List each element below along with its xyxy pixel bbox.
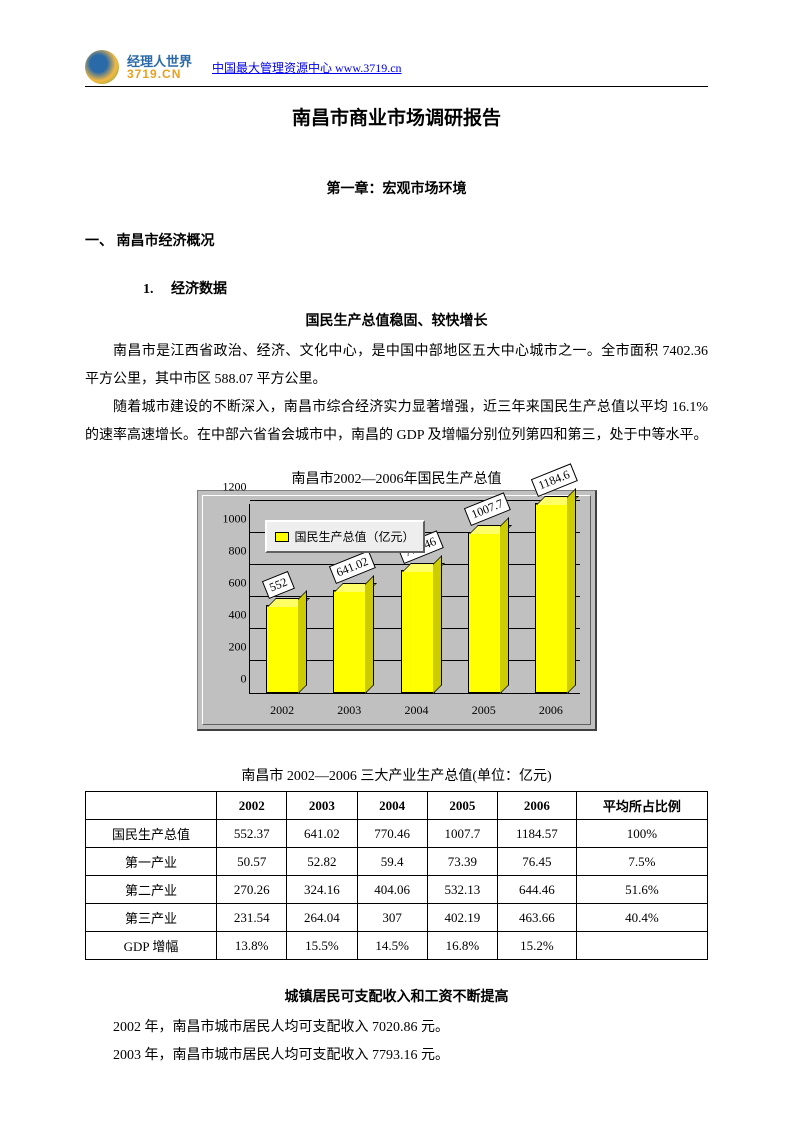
section-num: 一、: [85, 234, 113, 249]
table-cell: 7.5%: [576, 848, 707, 876]
table-cell: 641.02: [287, 820, 357, 848]
table-cell: 307: [357, 904, 427, 932]
table-cell: 770.46: [357, 820, 427, 848]
document-title: 南昌市商业市场调研报告: [85, 103, 708, 130]
table-cell: 15.5%: [287, 932, 357, 960]
table-cell: 532.13: [427, 876, 497, 904]
table-cell: 270.26: [217, 876, 287, 904]
table-cell: 51.6%: [576, 876, 707, 904]
bar: [266, 605, 300, 693]
table-cell: 324.16: [287, 876, 357, 904]
y-tick-label: 1200: [223, 480, 247, 495]
gridline: [250, 500, 580, 501]
table-cell: 1007.7: [427, 820, 497, 848]
x-tick-label: 2006: [539, 703, 563, 718]
bar: [535, 503, 569, 693]
x-tick-label: 2003: [337, 703, 361, 718]
table-cell: 15.2%: [497, 932, 576, 960]
chapter-title: 第一章：宏观市场环境: [85, 178, 708, 198]
table-cell: 第一产业: [86, 848, 217, 876]
table-row: 第一产业50.5752.8259.473.3976.457.5%: [86, 848, 708, 876]
table-row: 第三产业231.54264.04307402.19463.6640.4%: [86, 904, 708, 932]
table-cell: 59.4: [357, 848, 427, 876]
table-cell: 231.54: [217, 904, 287, 932]
chart-plot: 国民生产总值（亿元） 552641.02770.461007.71184.6 0…: [202, 495, 591, 725]
bar: [401, 570, 435, 693]
subsection-title: 经济数据: [171, 282, 227, 297]
x-tick-label: 2002: [270, 703, 294, 718]
section-title: 南昌市经济概况: [117, 234, 215, 249]
table-cell: 14.5%: [357, 932, 427, 960]
y-tick-label: 800: [229, 544, 247, 559]
table-cell: 463.66: [497, 904, 576, 932]
table-cell: 76.45: [497, 848, 576, 876]
table-cell: 第二产业: [86, 876, 217, 904]
table-cell: 52.82: [287, 848, 357, 876]
table-cell: GDP 增幅: [86, 932, 217, 960]
table-row: 国民生产总值552.37641.02770.461007.71184.57100…: [86, 820, 708, 848]
table-cell: 国民生产总值: [86, 820, 217, 848]
table-row: 第二产业270.26324.16404.06532.13644.4651.6%: [86, 876, 708, 904]
table-cell: 402.19: [427, 904, 497, 932]
table-cell: 552.37: [217, 820, 287, 848]
header-link[interactable]: 中国最大管理资源中心 www.3719.cn: [212, 59, 402, 76]
bar: [333, 590, 367, 693]
chart-container: 国民生产总值（亿元） 552641.02770.461007.71184.6 0…: [85, 490, 708, 731]
industry-table: 20022003200420052006平均所占比例国民生产总值552.3764…: [85, 791, 708, 960]
table-header-cell: [86, 792, 217, 820]
table-header-cell: 2002: [217, 792, 287, 820]
x-tick-label: 2005: [472, 703, 496, 718]
table-header-cell: 2003: [287, 792, 357, 820]
table-cell: 16.8%: [427, 932, 497, 960]
logo-cn: 经理人世界: [127, 55, 192, 68]
y-tick-label: 200: [229, 640, 247, 655]
chart-legend: 国民生产总值（亿元）: [265, 520, 425, 553]
heading-gdp-growth: 国民生产总值稳固、较快增长: [85, 310, 708, 330]
table-cell: 13.8%: [217, 932, 287, 960]
logo-en: 3719.CN: [127, 68, 192, 80]
page-header: 经理人世界 3719.CN 中国最大管理资源中心 www.3719.cn: [85, 50, 708, 87]
table-title: 南昌市 2002—2006 三大产业生产总值(单位：亿元): [85, 765, 708, 785]
table-cell: 第三产业: [86, 904, 217, 932]
subsection-num: 1.: [143, 282, 154, 297]
income-line: 2003 年，南昌市城市居民人均可支配收入 7793.16 元。: [85, 1042, 708, 1070]
table-header-cell: 2005: [427, 792, 497, 820]
table-row: GDP 增幅13.8%15.5%14.5%16.8%15.2%: [86, 932, 708, 960]
table-cell: 404.06: [357, 876, 427, 904]
y-tick-label: 1000: [223, 512, 247, 527]
section-heading: 一、 南昌市经济概况: [85, 230, 708, 250]
heading-income: 城镇居民可支配收入和工资不断提高: [85, 986, 708, 1006]
bar-value-label: 552: [262, 571, 295, 599]
table-header-cell: 2004: [357, 792, 427, 820]
y-tick-label: 600: [229, 576, 247, 591]
y-tick-label: 0: [241, 672, 247, 687]
legend-label: 国民生产总值（亿元）: [295, 528, 415, 545]
chart-title: 南昌市2002—2006年国民生产总值: [85, 468, 708, 488]
table-header-cell: 2006: [497, 792, 576, 820]
paragraph: 南昌市是江西省政治、经济、文化中心，是中国中部地区五大中心城市之一。全市面积 7…: [85, 338, 708, 394]
table-cell: 1184.57: [497, 820, 576, 848]
table-cell: [576, 932, 707, 960]
bar: [468, 532, 502, 693]
income-line: 2002 年，南昌市城市居民人均可支配收入 7020.86 元。: [85, 1014, 708, 1042]
chart-frame: 国民生产总值（亿元） 552641.02770.461007.71184.6 0…: [197, 490, 597, 731]
table-cell: 50.57: [217, 848, 287, 876]
table-cell: 73.39: [427, 848, 497, 876]
subsection-heading: 1. 经济数据: [143, 278, 708, 298]
paragraph: 随着城市建设的不断深入，南昌市综合经济实力显著增强，近三年来国民生产总值以平均 …: [85, 394, 708, 450]
table-cell: 264.04: [287, 904, 357, 932]
legend-swatch-icon: [275, 532, 289, 542]
income-lines: 2002 年，南昌市城市居民人均可支配收入 7020.86 元。2003 年，南…: [85, 1014, 708, 1070]
table-cell: 644.46: [497, 876, 576, 904]
x-tick-label: 2004: [405, 703, 429, 718]
table-cell: 40.4%: [576, 904, 707, 932]
site-logo-icon: [85, 50, 119, 84]
y-tick-label: 400: [229, 608, 247, 623]
site-logo-text: 经理人世界 3719.CN: [127, 55, 192, 80]
table-header-cell: 平均所占比例: [576, 792, 707, 820]
table-cell: 100%: [576, 820, 707, 848]
